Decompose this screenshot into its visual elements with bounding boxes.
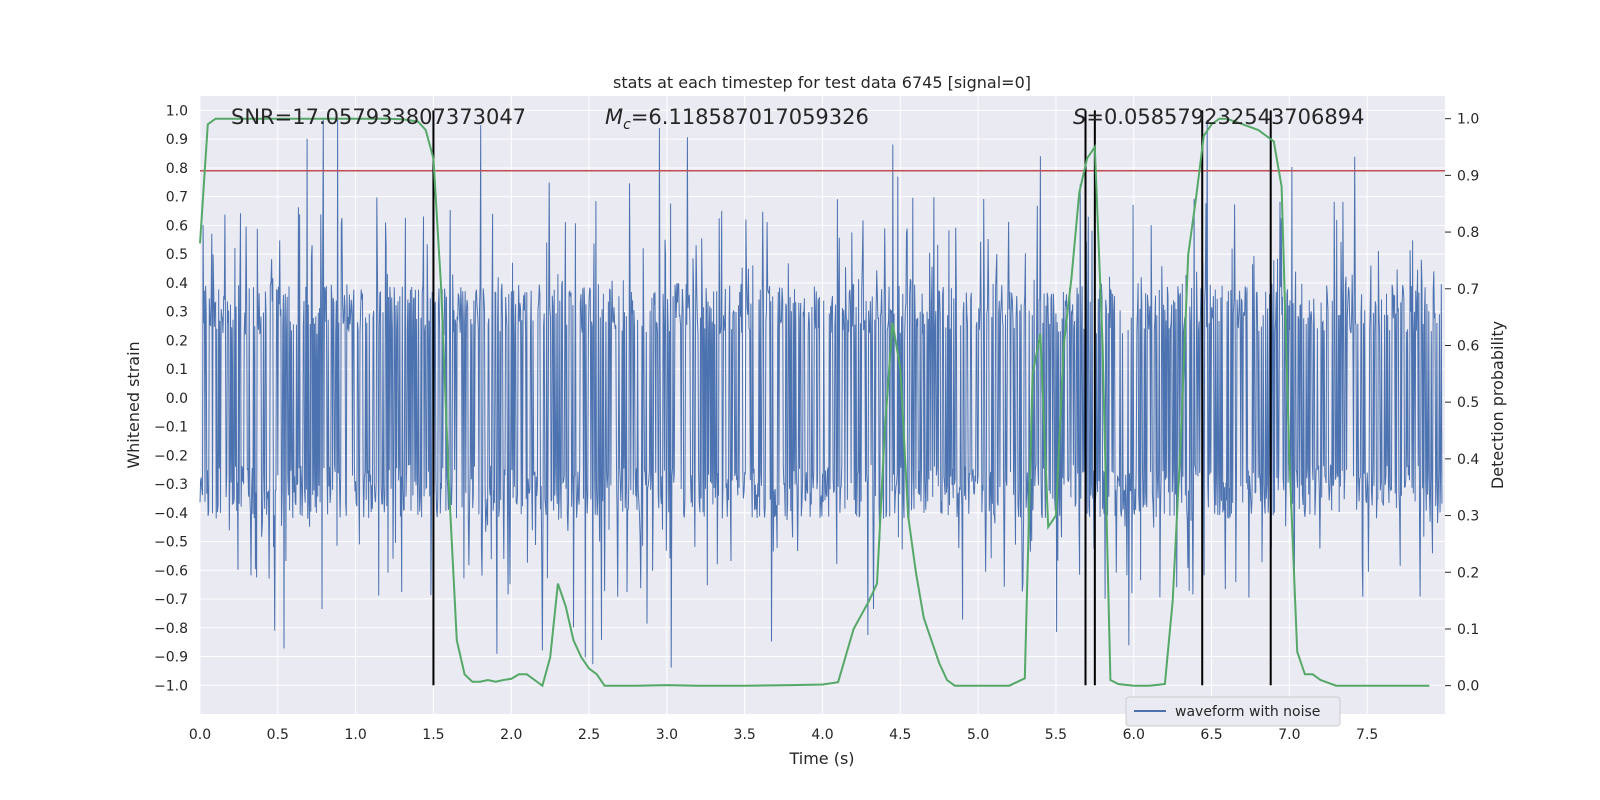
- mc-symbol: M: [605, 105, 623, 129]
- chirp-mass-annotation: Mc=6.118587017059326: [605, 105, 869, 133]
- y-tick-label-left: −0.7: [154, 592, 188, 608]
- y-tick-label-left: −0.3: [154, 477, 188, 493]
- y-tick-label-right: 0.0: [1457, 679, 1479, 695]
- y-tick-label-left: −0.2: [154, 448, 188, 464]
- x-tick-label: 7.5: [1356, 727, 1378, 743]
- y-tick-label-left: −0.4: [154, 506, 188, 522]
- x-tick-label: 5.0: [967, 727, 989, 743]
- y-axis-left: 1.0 0.9 0.8 0.7 0.6 0.5 0.4 0.3 0.2 0.1 0.0 −0.1 −0.…: [154, 103, 188, 694]
- legend: waveform with noise: [1125, 696, 1341, 727]
- x-tick-label: 4.0: [811, 727, 833, 743]
- snr-annotation: SNR=17.057933807373047: [231, 105, 526, 129]
- y-tick-label-right: 0.5: [1457, 395, 1479, 411]
- x-tick-label: 2.5: [578, 727, 600, 743]
- x-axis: 0.0 0.5 1.0 1.5 2.0 2.5 3.0 3.5 4.0 4.5 5.0 5.5 6.0 6…: [189, 727, 1378, 743]
- x-tick-label: 0.5: [267, 727, 289, 743]
- y-tick-label-left: 0.4: [166, 276, 188, 292]
- y-tick-label-left: 0.1: [166, 362, 188, 378]
- y-tick-label-left: −0.6: [154, 563, 188, 579]
- annotations: SNR=17.057933807373047 Mc=6.118587017059…: [231, 105, 1364, 133]
- y-tick-label-right: 0.6: [1457, 338, 1479, 354]
- y-axis-right: 1.0 0.9 0.8 0.7 0.6 0.5 0.4 0.3 0.2 0.1 0.0: [1445, 112, 1479, 695]
- x-tick-label: 2.0: [500, 727, 522, 743]
- y-axis-right-label: Detection probability: [1488, 321, 1507, 489]
- y-tick-label-right: 0.2: [1457, 565, 1479, 581]
- x-tick-label: 7.0: [1278, 727, 1300, 743]
- chart-title: stats at each timestep for test data 674…: [613, 73, 1031, 92]
- y-tick-label-left: −0.9: [154, 650, 188, 666]
- x-tick-label: 3.0: [656, 727, 678, 743]
- y-tick-label-right: 1.0: [1457, 112, 1479, 128]
- y-tick-label-right: 0.9: [1457, 168, 1479, 184]
- x-tick-label: 1.0: [344, 727, 366, 743]
- y-tick-label-left: 0.6: [166, 218, 188, 234]
- s-symbol: S: [1073, 105, 1086, 129]
- legend-label: waveform with noise: [1175, 704, 1320, 720]
- y-tick-label-right: 0.4: [1457, 452, 1479, 468]
- x-tick-label: 5.5: [1045, 727, 1067, 743]
- waveform-line: [199, 118, 1443, 668]
- y-tick-label-right: 0.3: [1457, 509, 1479, 525]
- x-tick-label: 0.0: [189, 727, 211, 743]
- y-tick-label-left: 0.3: [166, 305, 188, 321]
- y-axis-left-label: Whitened strain: [124, 341, 143, 468]
- y-tick-label-left: 0.2: [166, 333, 188, 349]
- mc-subscript: c: [623, 117, 631, 133]
- s-value: =0.058579232543706894: [1086, 105, 1364, 129]
- y-tick-label-left: 0.5: [166, 247, 188, 263]
- y-tick-label-left: −1.0: [154, 678, 188, 694]
- y-tick-label-right: 0.7: [1457, 282, 1479, 298]
- x-tick-label: 3.5: [734, 727, 756, 743]
- legend-box: [1125, 696, 1341, 727]
- y-tick-label-right: 0.8: [1457, 225, 1479, 241]
- y-tick-label-left: 0.7: [166, 190, 188, 206]
- y-tick-label-right: 0.1: [1457, 622, 1479, 638]
- x-axis-label: Time (s): [788, 749, 854, 768]
- y-tick-label-left: 0.0: [166, 391, 188, 407]
- y-tick-label-left: −0.8: [154, 621, 188, 637]
- y-tick-label-left: 0.9: [166, 132, 188, 148]
- x-tick-label: 4.5: [889, 727, 911, 743]
- y-tick-label-left: −0.5: [154, 535, 188, 551]
- mc-value: =6.118587017059326: [631, 105, 869, 129]
- x-tick-label: 1.5: [422, 727, 444, 743]
- x-tick-label: 6.5: [1200, 727, 1222, 743]
- y-tick-label-left: 1.0: [166, 103, 188, 119]
- waveform-series: [199, 118, 1443, 668]
- x-tick-label: 6.0: [1123, 727, 1145, 743]
- overlays: [199, 110, 1445, 688]
- probability-line: [199, 117, 1430, 688]
- s-annotation: S=0.058579232543706894: [1073, 105, 1364, 129]
- y-tick-label-left: 0.8: [166, 161, 188, 177]
- y-tick-label-left: −0.1: [154, 420, 188, 436]
